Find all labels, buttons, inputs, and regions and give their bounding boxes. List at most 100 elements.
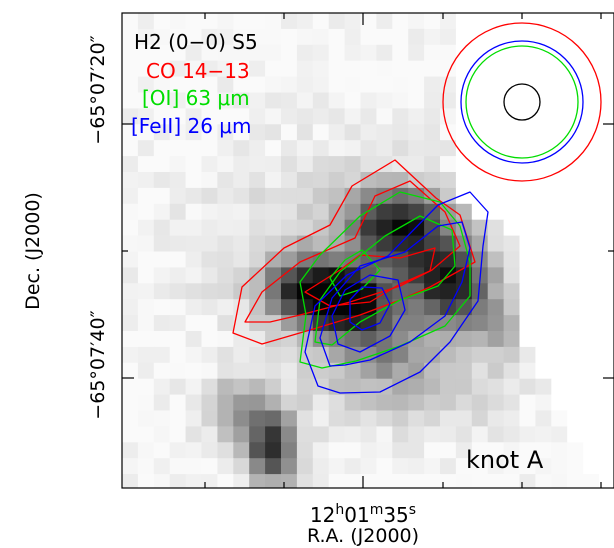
map-pixel — [519, 458, 536, 475]
map-pixel — [153, 251, 171, 268]
map-pixel — [360, 140, 377, 157]
map-pixel — [281, 60, 298, 78]
map-pixel — [535, 299, 552, 316]
map-pixel — [567, 410, 584, 427]
map-pixel — [265, 235, 282, 253]
map-pixel — [328, 394, 346, 412]
map-pixel — [328, 410, 346, 427]
map-pixel — [392, 92, 409, 109]
map-pixel — [535, 187, 552, 205]
map-pixel — [487, 92, 505, 109]
map-pixel — [535, 346, 552, 364]
map-pixel — [249, 458, 266, 475]
map-pixel — [328, 108, 346, 125]
map-pixel — [408, 140, 425, 157]
map-pixel — [233, 315, 250, 332]
map-pixel — [567, 60, 584, 78]
map-pixel — [249, 267, 266, 284]
map-pixel — [169, 458, 187, 475]
map-pixel — [392, 331, 409, 348]
map-pixel — [440, 251, 457, 268]
map-pixel — [424, 44, 441, 62]
map-pixel — [471, 172, 489, 189]
map-pixel — [265, 203, 282, 221]
map-pixel — [122, 283, 139, 300]
map-pixel — [567, 299, 584, 316]
map-pixel — [471, 76, 489, 94]
map-pixel — [503, 140, 521, 157]
map-pixel — [440, 474, 457, 488]
map-pixel — [408, 13, 425, 30]
map-pixel — [599, 187, 614, 205]
map-pixel — [249, 203, 266, 221]
map-pixel — [312, 474, 330, 488]
map-pixel — [281, 410, 298, 427]
map-pixel — [169, 172, 187, 189]
map-pixel — [185, 124, 203, 141]
map-pixel — [249, 315, 266, 332]
map-pixel — [281, 299, 298, 316]
map-pixel — [169, 60, 187, 78]
map-pixel — [265, 92, 282, 109]
map-pixel — [455, 124, 473, 141]
map-pixel — [153, 378, 171, 396]
map-pixel — [567, 92, 584, 109]
map-pixel — [424, 219, 441, 237]
map-pixel — [503, 124, 521, 141]
map-pixel — [233, 76, 250, 94]
map-pixel — [535, 172, 552, 189]
map-pixel — [233, 44, 250, 62]
map-pixel — [455, 108, 473, 125]
map-pixel — [265, 283, 282, 300]
map-pixel — [487, 13, 505, 30]
map-pixel — [312, 410, 330, 427]
map-pixel — [440, 156, 457, 173]
map-pixel — [233, 251, 250, 268]
map-pixel — [169, 219, 187, 237]
map-pixel — [551, 442, 568, 459]
map-pixel — [312, 124, 330, 141]
map-pixel — [376, 203, 393, 221]
map-pixel — [137, 124, 155, 141]
map-pixel — [519, 13, 536, 30]
map-pixel — [217, 474, 234, 488]
map-pixel — [153, 362, 171, 380]
map-pixel — [153, 124, 171, 141]
map-pixel — [217, 267, 234, 284]
map-pixel — [122, 172, 139, 189]
map-pixel — [567, 458, 584, 475]
map-pixel — [281, 283, 298, 300]
map-pixel — [455, 60, 473, 78]
map-pixel — [344, 140, 362, 157]
map-pixel — [137, 394, 155, 412]
map-pixel — [169, 140, 187, 157]
map-pixel — [519, 346, 536, 364]
map-pixel — [440, 13, 457, 30]
map-pixel — [249, 76, 266, 94]
map-pixel — [455, 378, 473, 396]
map-pixel — [185, 283, 203, 300]
map-pixel — [122, 187, 139, 205]
map-pixel — [487, 458, 505, 475]
map-pixel — [201, 442, 218, 459]
map-pixel — [360, 442, 377, 459]
feii-contour-mid — [319, 221, 471, 367]
map-pixel — [440, 108, 457, 125]
map-pixel — [392, 315, 409, 332]
map-pixel — [185, 203, 203, 221]
map-pixel — [535, 331, 552, 348]
map-pixel — [281, 251, 298, 268]
map-pixel — [408, 108, 425, 125]
map-pixel — [376, 235, 393, 253]
map-pixel — [169, 442, 187, 459]
map-pixel — [296, 108, 314, 125]
map-pixel — [185, 442, 203, 459]
map-pixel — [201, 426, 218, 443]
map-pixel — [503, 474, 521, 488]
map-pixel — [360, 92, 377, 109]
map-pixel — [487, 156, 505, 173]
map-pixel — [233, 13, 250, 30]
map-pixel — [535, 283, 552, 300]
map-pixel — [503, 426, 521, 443]
map-pixel — [392, 124, 409, 141]
